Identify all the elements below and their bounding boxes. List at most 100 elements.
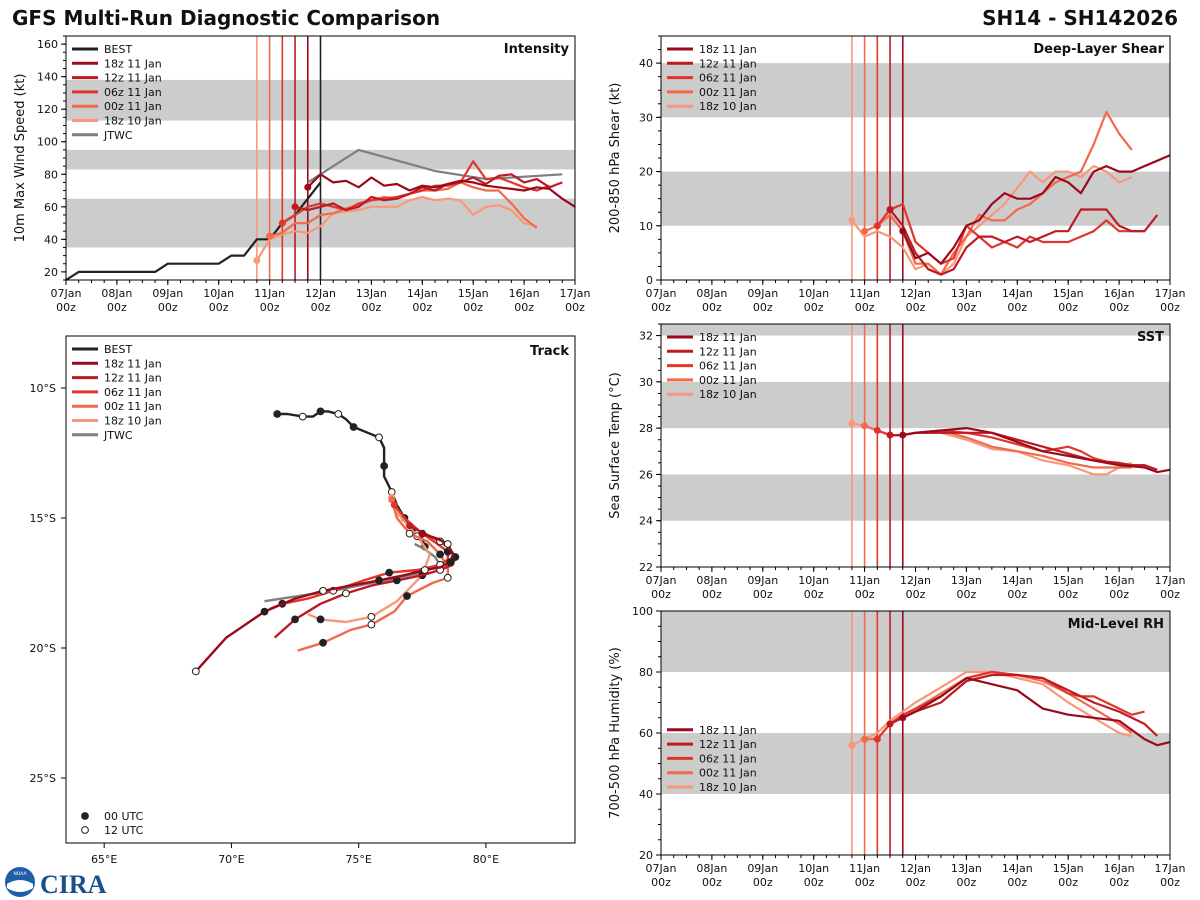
shear-ytick-label: 20 (639, 166, 653, 179)
intensity-legend-label: 18z 10 Jan (104, 115, 162, 128)
intensity-legend-label: 06z 11 Jan (104, 86, 162, 99)
sst-xtick-label: 07Jan (646, 574, 677, 587)
shear-legend-label: 00z 11 Jan (699, 86, 757, 99)
shear-xtick-label: 00z (1007, 301, 1027, 314)
track-xtick-label: 75°E (345, 853, 371, 866)
rh-band (661, 733, 1170, 794)
track-series-line (269, 504, 449, 611)
sst-xtick-label: 00z (753, 588, 773, 601)
track-xtick-label: 65°E (91, 853, 117, 866)
rh-xtick-label: 17Jan (1155, 862, 1186, 875)
sst-ytick-label: 28 (639, 422, 653, 435)
track-00utc-marker (291, 615, 299, 624)
track-00utc-marker (403, 592, 411, 600)
shear-series-start-point (886, 206, 894, 214)
shear-legend-label: 18z 10 Jan (699, 100, 757, 113)
track-legend-12utc-marker (81, 826, 89, 834)
shear-ytick-label: 0 (646, 274, 653, 287)
rh-xtick-label: 00z (855, 876, 875, 889)
sst-legend-label: 00z 11 Jan (699, 374, 757, 387)
shear-series-line (901, 154, 1171, 265)
track-00utc-marker (380, 462, 389, 470)
rh-xtick-label: 07Jan (646, 862, 677, 875)
track-legend-label: 18z 10 Jan (104, 415, 162, 428)
track-12utc-marker (443, 573, 452, 582)
track-12utc-marker (342, 589, 350, 598)
sst-xtick-label: 09Jan (747, 574, 778, 587)
page-title: GFS Multi-Run Diagnostic Comparison (12, 6, 441, 30)
intensity-xtick-label: 00z (362, 301, 382, 314)
shear-xtick-label: 00z (1058, 301, 1078, 314)
noaa-badge-text: NOAA (13, 871, 27, 877)
intensity-series-start-point (253, 256, 261, 264)
sst-xtick-label: 15Jan (1053, 574, 1084, 587)
sst-xtick-label: 13Jan (951, 574, 982, 587)
track-ytick-label: 15°S (30, 512, 56, 525)
intensity-legend-label: 12z 11 Jan (104, 72, 162, 85)
track-12utc-marker (191, 667, 200, 676)
rh-series-line (889, 673, 1159, 737)
track-legend-label: JTWC (103, 429, 133, 442)
shear-xtick-label: 08Jan (696, 287, 727, 300)
sst-series-line (902, 427, 1171, 474)
sst-band (661, 474, 1170, 521)
rh-series-start-point (861, 735, 869, 743)
intensity-xtick-label: 07Jan (51, 287, 82, 300)
track-00utc-marker (316, 407, 325, 416)
track-12utc-marker (319, 586, 327, 595)
sst-xtick-label: 00z (651, 588, 671, 601)
shear-xtick-label: 00z (1160, 301, 1180, 314)
track-00utc-marker (446, 558, 455, 567)
shear-xtick-label: 10Jan (798, 287, 829, 300)
shear-series-line (889, 208, 1159, 276)
sst-xtick-label: 00z (1109, 588, 1129, 601)
track-00utc-marker (273, 410, 282, 418)
track-legend-label: BEST (104, 343, 132, 356)
rh-band (661, 611, 1170, 672)
intensity-series-line (65, 181, 322, 281)
shear-legend-label: 06z 11 Jan (699, 72, 757, 85)
track-00utc-marker (349, 423, 358, 431)
rh-xtick-label: 00z (651, 876, 671, 889)
shear-xtick-label: 15Jan (1053, 287, 1084, 300)
rh-xtick-label: 09Jan (747, 862, 778, 875)
rh-series-line (851, 670, 1133, 747)
sst-legend-label: 06z 11 Jan (699, 360, 757, 373)
intensity-title: Intensity (504, 42, 570, 57)
rh-title: Mid-Level RH (1068, 617, 1164, 632)
intensity-ytick-label: 100 (37, 136, 58, 149)
rh-xtick-label: 00z (1007, 876, 1027, 889)
sst-ylabel: Sea Surface Temp (°C) (608, 372, 623, 519)
rh-ytick-label: 40 (639, 788, 653, 801)
shear-xtick-label: 00z (906, 301, 926, 314)
sst-xtick-label: 08Jan (696, 574, 727, 587)
track-series-line (307, 496, 432, 624)
shear-ytick-label: 40 (639, 57, 653, 70)
rh-xtick-label: 00z (804, 876, 824, 889)
shear-legend-label: 18z 11 Jan (699, 43, 757, 56)
intensity-legend-label: 18z 11 Jan (104, 57, 162, 70)
shear-xtick-label: 17Jan (1155, 287, 1186, 300)
intensity-xtick-label: 16Jan (509, 287, 540, 300)
shear-xtick-label: 11Jan (849, 287, 880, 300)
intensity-series-start-point (266, 232, 274, 240)
rh-legend-label: 06z 11 Jan (699, 752, 757, 765)
shear-series-line (851, 165, 1133, 276)
track-legend-label: 00z 11 Jan (104, 400, 162, 413)
track-ytick-label: 10°S (30, 382, 56, 395)
rh-ytick-label: 20 (639, 849, 653, 862)
track-12utc-marker (367, 620, 376, 629)
sst-legend-label: 18z 11 Jan (699, 331, 757, 344)
sst-chart (656, 323, 1171, 572)
track-12utc-marker (420, 566, 429, 574)
track-00utc-marker (436, 550, 445, 559)
intensity-series-start-point (278, 219, 286, 227)
track-xtick-label: 70°E (218, 853, 244, 866)
shear-xtick-label: 00z (753, 301, 773, 314)
shear-band (661, 63, 1170, 118)
rh-series-line (864, 670, 1133, 741)
shear-xtick-label: 16Jan (1104, 287, 1135, 300)
track-00utc-marker (316, 615, 325, 624)
shear-xtick-label: 00z (957, 301, 977, 314)
